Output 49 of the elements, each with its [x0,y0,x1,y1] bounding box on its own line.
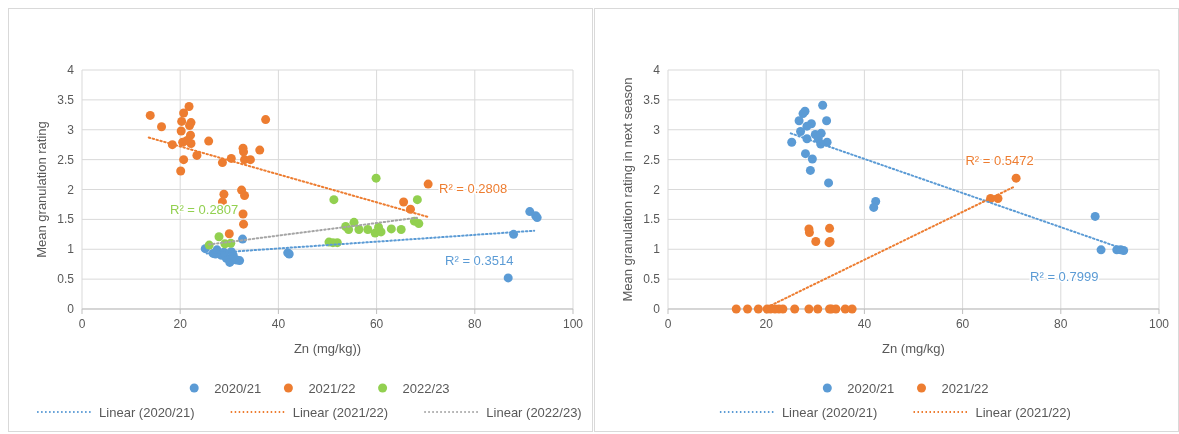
y-tick-label: 3 [67,122,75,137]
y-tick-label: 1 [653,242,661,257]
y-tick-label: 1.5 [643,212,661,227]
y-tick-label: 0 [67,302,75,316]
x-tick-label: 20 [173,317,188,331]
y-tick-label: 3.5 [57,92,75,107]
annotation: R² = 0.2808 [439,180,508,196]
legend-label: Linear (2021/22) [292,404,389,420]
y-tick-label: 4 [653,63,661,77]
y-tick-label: 1.5 [57,212,75,227]
legend-label: Linear (2020/21) [99,404,195,420]
legend-label: 2021/22 [308,380,356,396]
y-tick-label: 0.5 [643,272,661,287]
legend-label: Linear (2022/23) [486,404,582,420]
legend-label: 2022/23 [402,380,450,396]
x-tick-label: 60 [955,317,970,331]
annotation: R² = 0.2807 [170,202,239,218]
x-tick-label: 0 [664,317,672,331]
x-tick-label: 60 [369,317,384,331]
x-tick-label: 80 [1054,317,1068,331]
x-tick-label: 40 [857,317,872,331]
legend-label: Linear (2020/21) [781,404,878,420]
y-tick-label: 0.5 [57,272,75,287]
annotation: R² = 0.7999 [1030,269,1099,285]
x-tick-label: 0 [78,317,86,331]
x-tick-label: 100 [1148,317,1170,331]
y-tick-label: 3 [653,122,661,137]
x-axis-title: Zn (mg/kg) [882,341,945,356]
legend-label: 2021/22 [941,380,989,396]
y-tick-label: 4 [67,63,75,77]
x-tick-label: 100 [562,317,584,331]
y-axis-title: Mean granulation rating [34,121,49,258]
x-axis-title: Zn (mg/kg)) [293,341,362,356]
y-tick-label: 3.5 [643,92,661,107]
y-tick-label: 2 [67,182,75,197]
x-tick-label: 20 [759,317,774,331]
y-tick-label: 2 [653,182,661,197]
y-tick-label: 2.5 [57,152,75,167]
y-tick-label: 1 [67,242,75,257]
y-tick-label: 2.5 [643,152,661,167]
legend-label: Linear (2021/22) [975,404,1071,420]
x-tick-label: 80 [468,317,482,331]
legend-label: 2020/21 [847,380,895,396]
y-tick-label: 0 [653,302,661,316]
legend-label: 2020/21 [214,380,262,396]
annotation: R² = 0.3514 [445,252,514,268]
y-axis-title: Mean granulation rating in next season [620,77,635,302]
annotation: R² = 0.5472 [965,152,1034,168]
x-tick-label: 40 [271,317,286,331]
